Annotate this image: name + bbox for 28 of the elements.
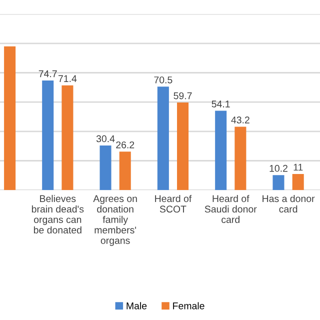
bar — [234, 126, 246, 190]
bar — [119, 152, 131, 190]
bar — [177, 102, 189, 190]
bar — [42, 80, 54, 190]
bar — [62, 85, 74, 190]
data-label: 74.7 — [38, 70, 57, 78]
legend-label: Female — [173, 302, 204, 310]
bar — [292, 174, 304, 190]
data-label: 30.4 — [96, 135, 115, 142]
bar — [100, 145, 112, 190]
legend-label: Male — [126, 302, 147, 310]
x-tick-label: Agrees on donation family members' organs — [93, 195, 137, 246]
bar — [272, 175, 284, 190]
x-tick-label: Believes brain dead's organs can be donated — [32, 194, 84, 234]
data-label: 26.2 — [116, 141, 134, 148]
data-label: 70.5 — [154, 76, 172, 84]
data-label: 71.4 — [58, 75, 77, 82]
data-label: 54.1 — [212, 100, 230, 108]
data-label: 59.7 — [174, 92, 192, 100]
bar — [157, 86, 169, 190]
bar — [215, 110, 227, 190]
data-label: 10.2 — [270, 164, 288, 172]
data-label: 43.2 — [231, 116, 250, 124]
data-label: 11 — [294, 164, 303, 171]
x-tick-label: Heard of Saudi donor card — [204, 194, 257, 224]
bar — [4, 46, 16, 190]
x-tick-label: Heard of SCOT — [155, 194, 192, 213]
x-tick-label: Has a donor card — [262, 194, 315, 213]
